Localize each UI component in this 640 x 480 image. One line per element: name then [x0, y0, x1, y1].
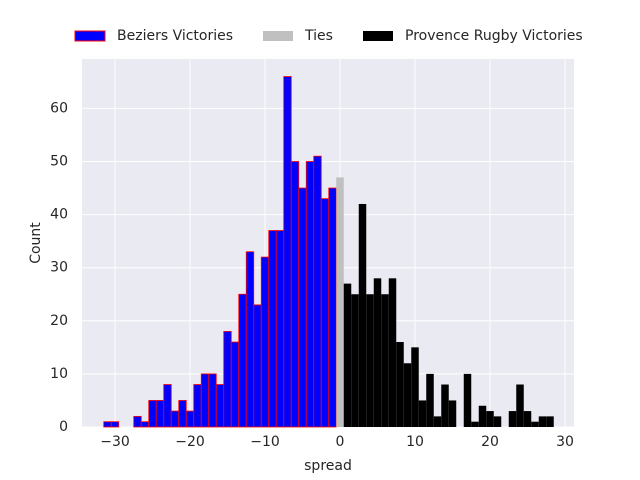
y-tick-label: 0	[59, 419, 68, 435]
histogram-bar	[486, 411, 494, 427]
histogram-bar	[448, 400, 457, 427]
y-tick-label: 10	[50, 366, 68, 382]
histogram-bar	[298, 187, 307, 428]
histogram-bar	[366, 294, 374, 427]
x-tick-label: −20	[175, 434, 205, 450]
histogram-bar	[208, 373, 217, 428]
legend-label: Provence Rugby Victories	[405, 28, 583, 44]
x-tick-label: −30	[100, 434, 130, 450]
histogram-bar	[110, 421, 120, 428]
histogram-bar	[223, 331, 232, 428]
histogram-bar	[441, 384, 449, 427]
histogram-bar	[230, 341, 240, 428]
histogram-bar	[373, 278, 382, 427]
histogram-bar	[538, 416, 547, 427]
histogram-bar	[185, 410, 195, 428]
histogram-bar	[351, 294, 359, 427]
histogram-bar	[133, 415, 142, 428]
histogram-bar	[148, 400, 157, 428]
x-axis-label: spread	[304, 458, 352, 474]
x-tick-label: 10	[406, 434, 424, 450]
histogram-bar	[426, 373, 434, 427]
histogram-bar	[103, 421, 112, 428]
histogram-bar	[418, 400, 427, 427]
histogram-bar	[523, 411, 532, 427]
y-tick-label: 50	[50, 153, 68, 169]
x-tick-label: 0	[336, 434, 345, 450]
legend-label: Ties	[304, 28, 333, 44]
histogram-bar	[238, 293, 247, 428]
legend-swatch	[74, 30, 106, 42]
histogram-bar	[531, 421, 539, 427]
histogram-bar	[200, 373, 210, 428]
histogram-bar	[358, 203, 367, 427]
y-tick-label: 20	[50, 313, 68, 329]
y-tick-label: 40	[50, 207, 68, 223]
histogram-bar	[140, 421, 150, 428]
legend-swatch	[363, 31, 393, 41]
histogram-bar	[193, 384, 202, 428]
histogram-bar	[403, 363, 412, 427]
x-tick-label: 30	[556, 434, 574, 450]
histogram-bar	[478, 405, 487, 427]
legend-label: Beziers Victories	[117, 28, 233, 44]
histogram-bar	[388, 278, 397, 427]
histogram-bar	[343, 283, 352, 427]
x-tick-label: −10	[250, 434, 280, 450]
histogram-bar	[313, 155, 322, 428]
histogram-bar	[433, 416, 442, 427]
histogram-bar	[328, 187, 337, 428]
histogram-bar	[290, 161, 300, 428]
histogram-bar	[463, 373, 472, 427]
histogram-bar	[275, 230, 285, 428]
histogram-bar	[381, 294, 389, 427]
histogram-bar	[155, 400, 165, 428]
histogram-bar	[546, 416, 554, 427]
histogram-bar	[178, 400, 187, 428]
histogram-bar	[245, 251, 255, 428]
histogram-bar	[320, 198, 330, 428]
histogram-bar	[253, 304, 262, 428]
histogram-bar	[283, 76, 292, 428]
histogram-bar	[493, 416, 502, 427]
histogram-bar	[163, 384, 172, 428]
histogram-bar	[215, 384, 225, 428]
histogram-bar	[336, 177, 344, 427]
histogram-bar	[170, 410, 180, 428]
histogram-bar	[471, 421, 479, 427]
y-tick-label: 30	[50, 260, 68, 276]
y-tick-label: 60	[50, 100, 68, 116]
histogram-bar	[396, 342, 404, 427]
histogram-bar	[260, 256, 270, 428]
histogram-bar	[268, 230, 277, 428]
y-axis-label: Count	[28, 222, 44, 264]
histogram-bar	[411, 347, 419, 427]
legend-swatch	[263, 31, 293, 41]
x-tick-label: 20	[481, 434, 499, 450]
histogram-bar	[516, 384, 524, 427]
histogram-bar	[305, 161, 315, 428]
histogram-bar	[508, 411, 517, 427]
